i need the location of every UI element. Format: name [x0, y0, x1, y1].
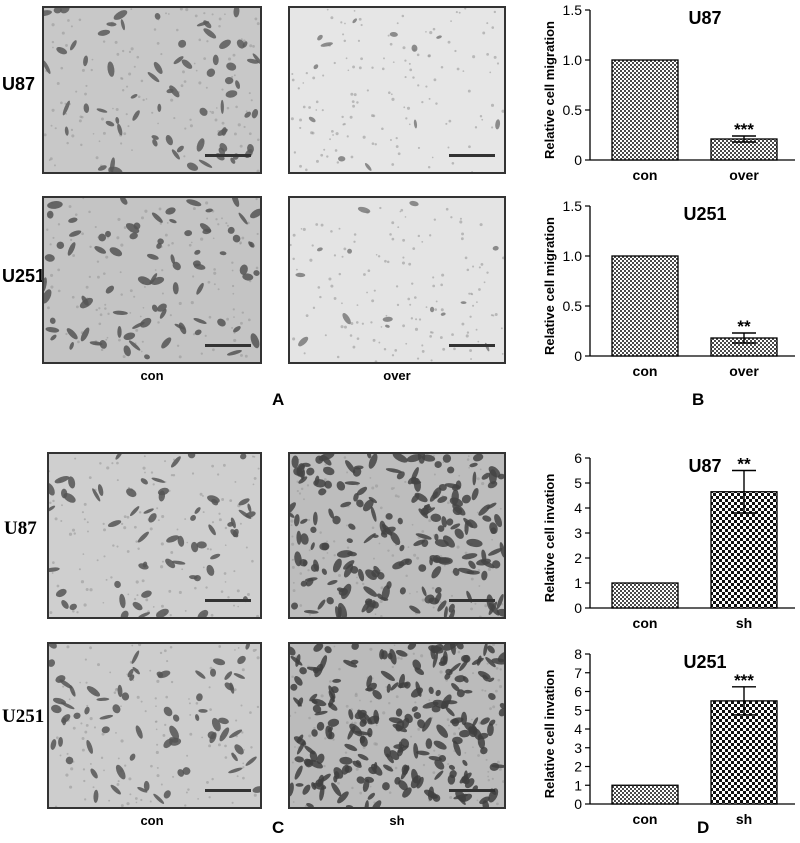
col-label-over-a: over — [383, 368, 411, 383]
y-axis-label: Relative cell migration — [542, 21, 557, 159]
y-tick-label: 0 — [574, 348, 582, 364]
y-tick-label: 6 — [574, 684, 582, 700]
micrograph-u251-over — [288, 196, 506, 364]
y-tick-label: 1.0 — [563, 248, 583, 264]
x-tick-label: con — [633, 363, 658, 379]
row-label-u87-a: U87 — [2, 74, 36, 94]
micrograph-u87-over — [288, 6, 506, 174]
chart-d-u251-invasion: 0 1 2 3 4 5 6 7 8 Relative cell invation U251 con **… — [542, 646, 795, 827]
y-tick-label: 1 — [574, 777, 582, 793]
y-tick-label: 0.5 — [563, 298, 583, 314]
micrograph-u251-sh — [288, 642, 506, 809]
panel-letter-a: A — [272, 390, 285, 409]
chart-title: U87 — [688, 456, 721, 476]
y-tick-label: 5 — [574, 702, 582, 718]
y-tick-label: 6 — [574, 450, 582, 466]
col-label-sh-c: sh — [389, 813, 405, 828]
y-tick-label: 4 — [574, 721, 582, 737]
chart-b-u87-migration: 0 0.5 1.0 1.5 Relative cell migration U87 con *… — [542, 2, 795, 183]
y-tick-label: 1.5 — [563, 198, 583, 214]
micrograph-u87-con-c — [47, 452, 262, 619]
micrograph-u251-con — [42, 196, 262, 364]
bar-con — [611, 582, 679, 609]
chart-d-u87-invasion: 0 1 2 3 4 5 6 Relative cell invation U87 con ** sh — [542, 450, 795, 631]
chart-title: U87 — [688, 8, 721, 28]
bar-con — [611, 59, 679, 161]
y-tick-label: 4 — [574, 500, 582, 516]
significance-mark: *** — [734, 671, 754, 690]
x-tick-label: con — [633, 811, 658, 827]
y-tick-label: 7 — [574, 665, 582, 681]
y-tick-label: 1 — [574, 575, 582, 591]
y-tick-label: 5 — [574, 475, 582, 491]
panel-letter-d: D — [697, 818, 710, 837]
y-axis-label: Relative cell migration — [542, 217, 557, 355]
chart-title: U251 — [683, 204, 726, 224]
y-tick-label: 3 — [574, 525, 582, 541]
bar-sh — [710, 700, 778, 805]
row-label-u87-c: U87 — [4, 518, 37, 539]
significance-mark: ** — [737, 317, 751, 336]
y-tick-label: 1.5 — [563, 2, 583, 18]
panel-letter-c: C — [272, 818, 285, 837]
significance-mark: ** — [737, 455, 751, 474]
micrograph-u87-con — [42, 6, 262, 174]
micrograph-u251-con-c — [47, 642, 262, 809]
y-axis-label: Relative cell invation — [542, 474, 557, 603]
y-axis-label: Relative cell invation — [542, 670, 557, 799]
micrograph-u87-sh — [288, 452, 506, 619]
chart-b-u251-migration: 0 0.5 1.0 1.5 Relative cell migration U251 con… — [542, 198, 795, 379]
bar-con — [611, 784, 679, 805]
y-tick-label: 0 — [574, 796, 582, 812]
x-tick-label: sh — [736, 811, 752, 827]
x-tick-label: over — [729, 363, 759, 379]
col-label-con-c: con — [140, 813, 164, 828]
y-tick-label: 2 — [574, 550, 582, 566]
y-tick-label: 8 — [574, 646, 582, 662]
bar-con — [611, 255, 679, 357]
x-tick-label: sh — [736, 615, 752, 631]
y-tick-label: 0 — [574, 600, 582, 616]
significance-mark: *** — [734, 120, 754, 139]
chart-title: U251 — [683, 652, 726, 672]
row-label-u251-c: U251 — [2, 706, 45, 727]
x-tick-label: con — [633, 167, 658, 183]
x-tick-label: over — [729, 167, 759, 183]
y-tick-label: 0 — [574, 152, 582, 168]
y-tick-label: 0.5 — [563, 102, 583, 118]
x-tick-label: con — [633, 615, 658, 631]
panel-letter-b: B — [692, 390, 705, 409]
y-tick-label: 1.0 — [563, 52, 583, 68]
row-label-u251-a: U251 — [2, 266, 46, 286]
y-tick-label: 2 — [574, 759, 582, 775]
y-tick-label: 3 — [574, 740, 582, 756]
col-label-con-a: con — [140, 368, 164, 383]
